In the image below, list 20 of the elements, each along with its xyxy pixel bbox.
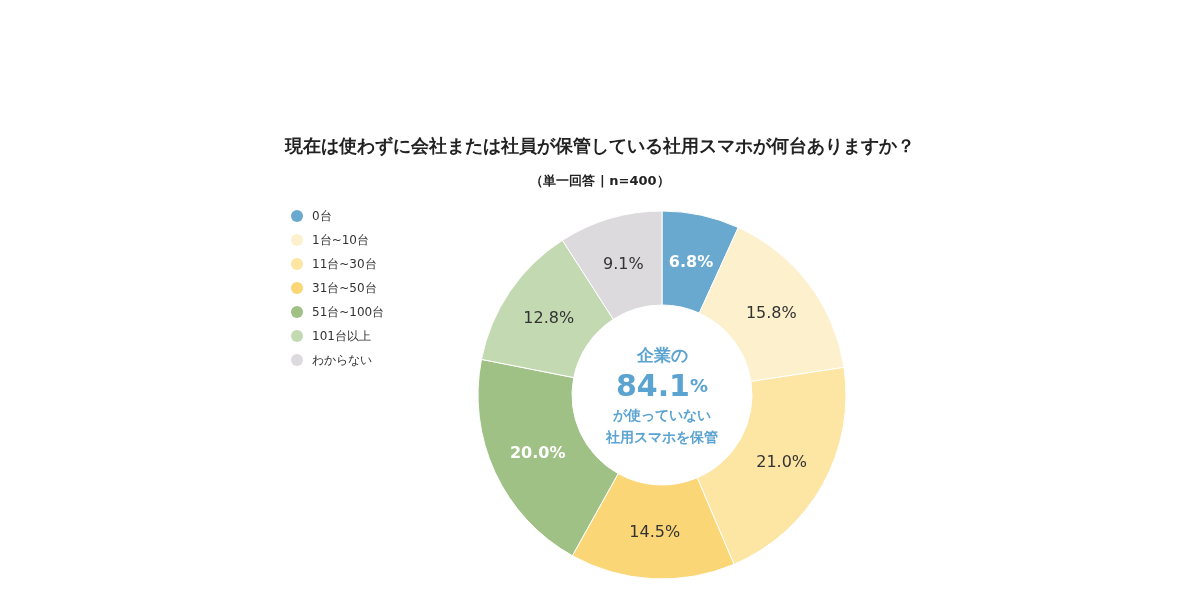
legend-label: 11台~30台 <box>312 257 377 271</box>
text: 社用スマホを保管 <box>605 429 718 445</box>
legend-label: 1台~10台 <box>312 233 369 247</box>
data-label: 9.1% <box>603 254 644 274</box>
data-label: 14.5% <box>629 522 681 542</box>
text: 企業の <box>635 345 688 365</box>
chart-subtitle: （単一回答 | n=400） <box>530 172 670 188</box>
legend-label: 101台以上 <box>312 329 371 343</box>
text: が使っていない <box>612 407 711 423</box>
chart-title: 現在は使わずに会社または社員が保管している社用スマホが何台ありますか？ <box>284 134 915 157</box>
data-label: 15.8% <box>745 302 797 322</box>
legend-label: わからない <box>312 353 372 367</box>
legend-label: 31台~50台 <box>312 281 377 295</box>
legend-label: 51台~100台 <box>312 305 385 319</box>
data-label: 12.8% <box>523 308 575 328</box>
text: 84.1% <box>615 367 709 403</box>
legend-label: 0台 <box>312 209 332 223</box>
data-label: 6.8% <box>668 251 714 271</box>
data-label: 21.0% <box>756 452 808 472</box>
data-label: 20.0% <box>509 443 566 463</box>
